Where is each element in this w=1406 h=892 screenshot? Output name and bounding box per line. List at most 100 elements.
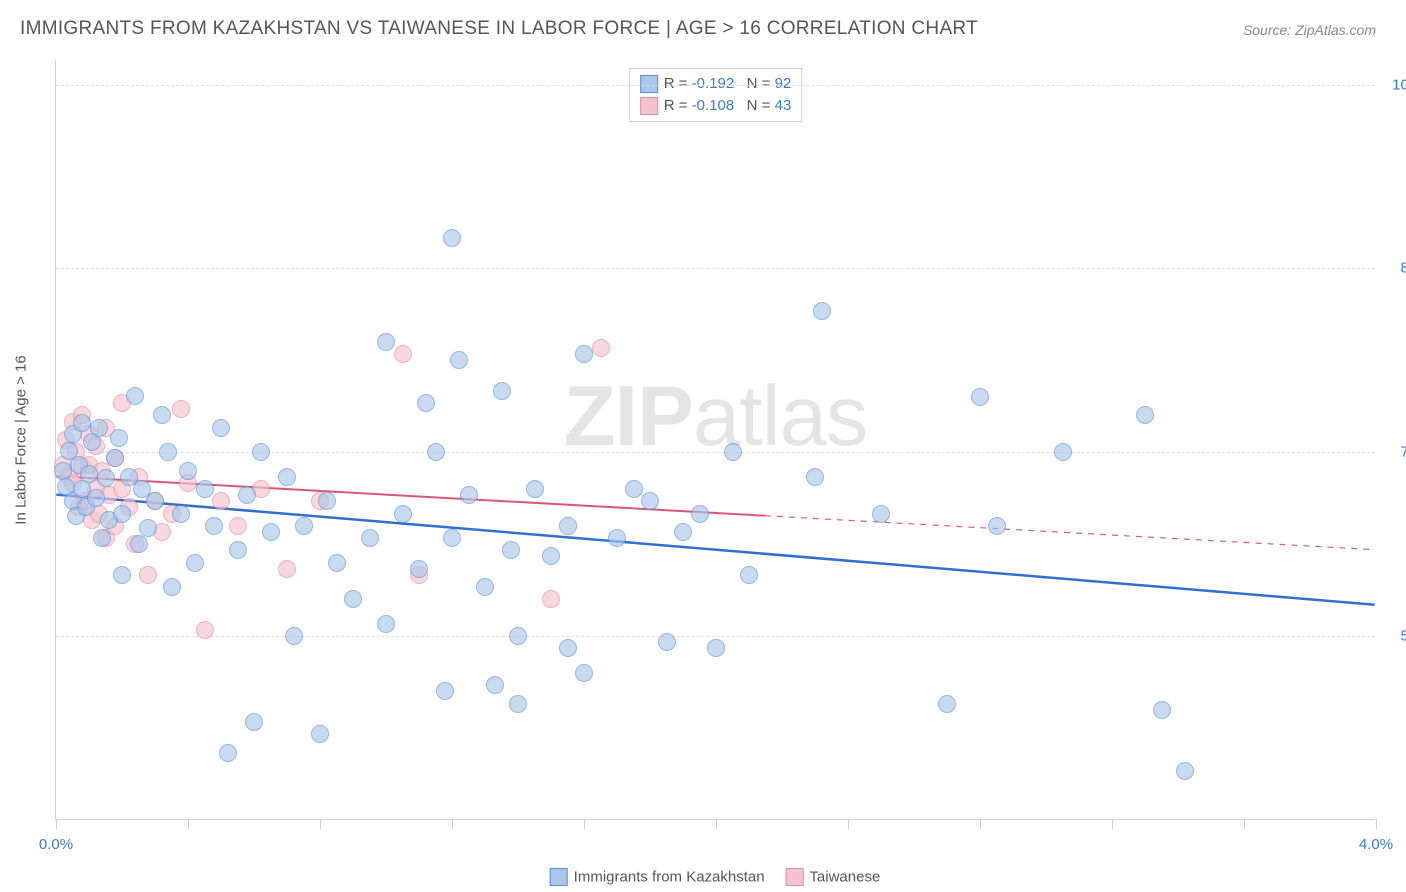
y-axis-label: In Labor Force | Age > 16 [13,355,30,524]
plot-area: ZIPatlas In Labor Force | Age > 16 R = -… [55,60,1375,820]
data-point [988,517,1006,535]
data-point [691,505,709,523]
data-point [229,541,247,559]
data-point [542,590,560,608]
data-point [238,486,256,504]
data-point [559,639,577,657]
legend-n-value: 92 [775,75,792,92]
data-point [130,535,148,553]
data-point [73,414,91,432]
data-point [592,339,610,357]
data-point [93,529,111,547]
x-tick-label: 4.0% [1359,836,1393,853]
data-point [212,419,230,437]
source-attribution: Source: ZipAtlas.com [1243,22,1376,38]
x-tick [188,819,189,829]
trend-line-extrapolated [765,516,1375,550]
data-point [278,560,296,578]
data-point [285,627,303,645]
data-point [196,480,214,498]
data-point [172,505,190,523]
data-point [1136,406,1154,424]
data-point [641,492,659,510]
data-point [113,505,131,523]
data-point [139,566,157,584]
data-point [707,639,725,657]
legend-r-value: -0.108 [692,97,735,114]
gridline-h [56,85,1375,86]
data-point [486,676,504,694]
data-point [724,443,742,461]
data-point [872,505,890,523]
data-point [245,713,263,731]
data-point [278,468,296,486]
x-tick [980,819,981,829]
watermark-prefix: ZIP [564,369,693,464]
data-point [146,492,164,510]
data-point [229,517,247,535]
data-point [205,517,223,535]
data-point [436,682,454,700]
data-point [740,566,758,584]
data-point [110,429,128,447]
data-point [460,486,478,504]
data-point [493,382,511,400]
y-tick-label: 85.0% [1383,260,1406,277]
legend-r-value: -0.192 [692,75,735,92]
data-point [394,345,412,363]
data-point [575,345,593,363]
legend-correlation-row: R = -0.108 N = 43 [640,95,792,117]
data-point [113,566,131,584]
data-point [608,529,626,547]
data-point [1054,443,1072,461]
data-point [90,419,108,437]
data-point [417,394,435,412]
data-point [443,229,461,247]
data-point [172,400,190,418]
x-tick [320,819,321,829]
legend-swatch [550,868,568,886]
data-point [674,523,692,541]
data-point [318,492,336,510]
data-point [328,554,346,572]
legend-n-label: N = [734,97,774,114]
data-point [658,633,676,651]
data-point [526,480,544,498]
y-tick-label: 55.0% [1383,628,1406,645]
data-point [361,529,379,547]
legend-r-label: R = [664,97,692,114]
data-point [806,468,824,486]
legend-swatch [785,868,803,886]
data-point [377,333,395,351]
gridline-h [56,268,1375,269]
data-point [153,406,171,424]
data-point [196,621,214,639]
data-point [262,523,280,541]
data-point [476,578,494,596]
x-tick [56,819,57,829]
legend-n-label: N = [734,75,774,92]
data-point [311,725,329,743]
data-point [625,480,643,498]
gridline-h [56,636,1375,637]
data-point [450,351,468,369]
data-point [377,615,395,633]
legend-swatch [640,97,658,115]
legend-series-label: Taiwanese [809,869,880,886]
data-point [106,449,124,467]
legend-r-label: R = [664,75,692,92]
data-point [97,469,115,487]
data-point [971,388,989,406]
data-point [186,554,204,572]
chart-title: IMMIGRANTS FROM KAZAKHSTAN VS TAIWANESE … [20,18,978,40]
y-tick-label: 100.0% [1383,76,1406,93]
data-point [410,560,428,578]
data-point [1176,762,1194,780]
data-point [542,547,560,565]
data-point [159,443,177,461]
watermark-suffix: atlas [693,369,868,464]
data-point [509,627,527,645]
data-point [394,505,412,523]
data-point [575,664,593,682]
legend-series-label: Immigrants from Kazakhstan [574,869,765,886]
